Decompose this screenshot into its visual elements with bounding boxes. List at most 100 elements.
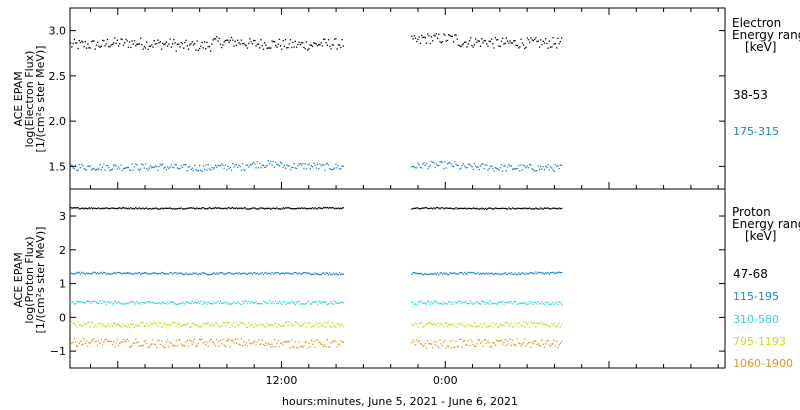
proton-point-1060-1900	[483, 339, 485, 341]
proton-point-795-1193	[276, 326, 278, 328]
proton-point-1060-1900	[138, 345, 141, 347]
electron-point-38-53	[280, 45, 282, 47]
electron-point-175-315	[228, 168, 230, 170]
proton-point-115-195	[530, 272, 532, 274]
proton-point-1060-1900	[435, 341, 437, 343]
proton-point-310-580	[167, 301, 169, 303]
proton-point-310-580	[418, 300, 420, 303]
proton-point-115-195	[441, 273, 444, 275]
electron-point-175-315	[267, 160, 269, 162]
proton-point-115-195	[434, 272, 436, 275]
electron-point-38-53	[90, 41, 93, 43]
proton-point-1060-1900	[417, 341, 419, 343]
proton-point-47-68	[140, 208, 142, 210]
electron-point-38-53	[234, 40, 236, 42]
proton-point-47-68	[468, 207, 471, 209]
electron-point-38-53	[509, 40, 511, 42]
proton-point-310-580	[180, 302, 182, 305]
proton-point-115-195	[248, 272, 250, 274]
proton-point-47-68	[325, 206, 327, 209]
proton-point-310-580	[195, 302, 197, 304]
electron-point-38-53	[498, 45, 500, 47]
proton-point-795-1193	[467, 325, 469, 328]
proton-point-47-68	[428, 208, 430, 210]
electron-point-175-315	[531, 168, 533, 170]
proton-point-115-195	[482, 272, 484, 275]
proton-point-795-1193	[176, 323, 179, 325]
electron-point-175-315	[259, 162, 261, 165]
proton-point-47-68	[307, 208, 309, 210]
proton-point-795-1193	[321, 323, 324, 326]
proton-point-47-68	[195, 208, 197, 210]
proton-point-310-580	[515, 300, 517, 303]
proton-point-47-68	[505, 208, 507, 210]
proton-point-115-195	[542, 272, 544, 274]
proton-point-795-1193	[488, 325, 490, 327]
proton-point-115-195	[509, 273, 511, 275]
proton-point-1060-1900	[101, 344, 104, 346]
proton-point-310-580	[513, 300, 515, 303]
proton-legend-115-195: 115-195	[733, 290, 779, 303]
proton-point-115-195	[232, 273, 234, 275]
proton-point-115-195	[514, 272, 516, 274]
electron-point-38-53	[126, 40, 128, 42]
proton-point-795-1193	[558, 322, 560, 324]
proton-point-1060-1900	[332, 340, 335, 342]
proton-point-310-580	[222, 302, 224, 304]
electron-point-38-53	[241, 43, 244, 45]
electron-point-175-315	[291, 166, 293, 169]
proton-point-1060-1900	[554, 345, 557, 347]
proton-point-47-68	[208, 207, 211, 209]
proton-point-1060-1900	[412, 339, 414, 341]
proton-point-115-195	[149, 273, 152, 275]
proton-point-47-68	[135, 207, 137, 209]
proton-point-47-68	[452, 208, 455, 210]
proton-point-47-68	[558, 207, 560, 209]
proton-point-47-68	[147, 208, 149, 210]
proton-point-1060-1900	[448, 345, 450, 348]
proton-point-1060-1900	[461, 346, 463, 348]
proton-point-47-68	[160, 207, 163, 209]
proton-point-310-580	[111, 303, 114, 305]
proton-point-795-1193	[424, 324, 426, 326]
proton-point-795-1193	[489, 325, 491, 327]
electron-point-175-315	[313, 162, 315, 164]
proton-point-795-1193	[304, 321, 306, 323]
proton-point-310-580	[299, 303, 301, 305]
proton-point-47-68	[470, 208, 472, 210]
proton-point-795-1193	[143, 325, 145, 327]
proton-point-1060-1900	[162, 345, 164, 347]
proton-point-795-1193	[257, 325, 260, 327]
proton-point-115-195	[151, 272, 153, 275]
electron-point-38-53	[530, 37, 532, 39]
electron-point-175-315	[153, 166, 155, 168]
proton-point-1060-1900	[144, 339, 147, 341]
proton-point-310-580	[197, 301, 199, 303]
electron-point-175-315	[126, 166, 128, 169]
electron-point-175-315	[276, 164, 278, 166]
electron-point-38-53	[238, 42, 240, 44]
proton-point-1060-1900	[126, 338, 128, 340]
proton-point-115-195	[142, 272, 144, 275]
electron-point-38-53	[556, 47, 558, 49]
proton-point-47-68	[141, 207, 143, 210]
electron-point-175-315	[181, 166, 184, 169]
electron-point-175-315	[449, 161, 451, 164]
proton-point-1060-1900	[238, 343, 240, 345]
electron-ytick-label: 2.5	[49, 70, 67, 83]
proton-point-115-195	[249, 272, 251, 274]
electron-point-175-315	[217, 164, 219, 166]
proton-legend-47-68: 47-68	[733, 267, 768, 281]
electron-point-175-315	[557, 165, 559, 167]
proton-point-310-580	[92, 300, 94, 303]
proton-point-47-68	[87, 208, 89, 210]
proton-point-47-68	[440, 207, 442, 209]
electron-point-175-315	[183, 164, 185, 166]
proton-point-47-68	[217, 207, 219, 209]
proton-point-310-580	[342, 302, 344, 304]
proton-point-1060-1900	[195, 345, 197, 348]
electron-point-175-315	[76, 169, 78, 171]
proton-point-1060-1900	[248, 339, 250, 341]
proton-point-115-195	[229, 272, 231, 274]
proton-point-1060-1900	[545, 343, 547, 345]
